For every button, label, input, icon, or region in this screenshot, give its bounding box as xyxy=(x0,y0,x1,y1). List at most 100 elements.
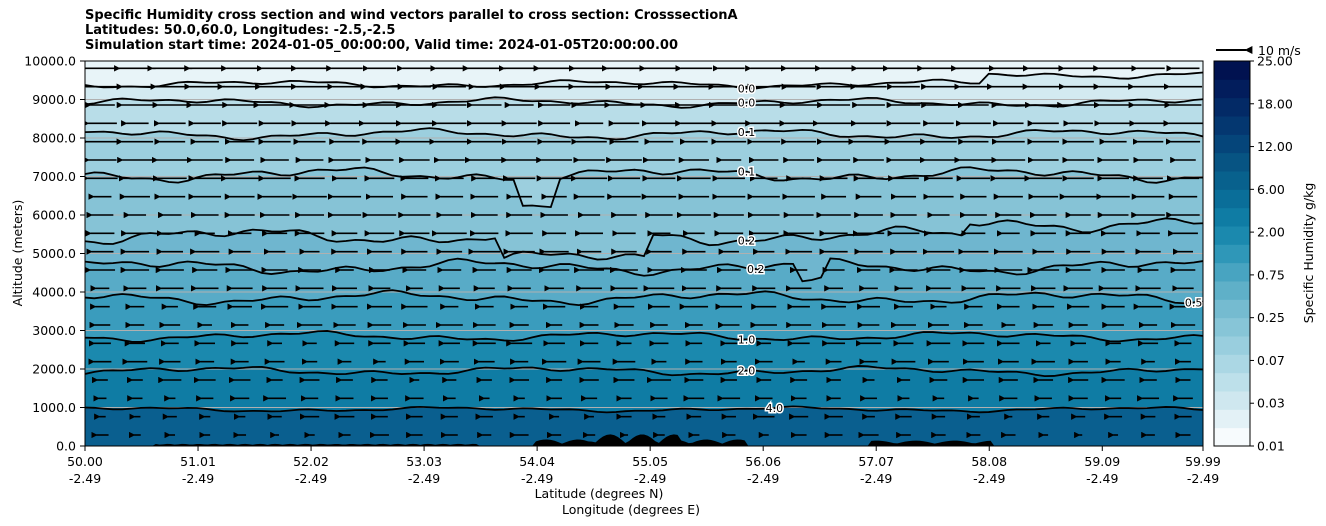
colorbar-swatch xyxy=(1214,207,1250,227)
x-tick-label-lon: -2.49 xyxy=(521,471,553,486)
colorbar-swatch xyxy=(1214,134,1250,154)
x-tick-label-lat: 55.05 xyxy=(632,454,668,469)
colorbar-swatch xyxy=(1214,427,1250,447)
humidity-band xyxy=(85,218,1203,282)
y-tick-label: 4000.0 xyxy=(32,285,76,300)
title-line-2: Latitudes: 50.0,60.0, Longitudes: -2.5,-… xyxy=(85,23,396,38)
contour-label: 0.0 xyxy=(738,82,756,95)
y-tick-label: 3000.0 xyxy=(32,323,76,338)
colorbar-swatch xyxy=(1214,171,1250,190)
colorbar-tick-label: 0.01 xyxy=(1257,439,1285,454)
x-tick-label-lat: 52.02 xyxy=(293,454,329,469)
x-tick-label-lon: -2.49 xyxy=(973,471,1005,486)
x-tick-label-lat: 59.99 xyxy=(1185,454,1221,469)
colorbar-tick-label: 0.07 xyxy=(1257,353,1285,368)
contour-line xyxy=(85,166,1203,209)
humidity-band xyxy=(85,365,1203,413)
colorbar-swatch xyxy=(1214,281,1250,300)
x-tick-label-lon: -2.49 xyxy=(860,471,892,486)
x-tick-label-lat: 57.07 xyxy=(858,454,894,469)
contour-label: 0.5 xyxy=(1185,296,1203,309)
colorbar-swatch xyxy=(1214,336,1250,355)
colorbar-swatch xyxy=(1214,226,1250,245)
wind-reference-label: 10 m/s xyxy=(1258,43,1301,58)
colorbar-swatch xyxy=(1214,409,1250,429)
humidity-band xyxy=(85,406,1203,446)
contour-label: 0.0 xyxy=(738,97,756,110)
title-line-1: Specific Humidity cross section and wind… xyxy=(85,8,738,23)
x-tick-label-lat: 54.04 xyxy=(519,454,555,469)
colorbar-tick-label: 25.00 xyxy=(1257,54,1293,69)
title-line-3: Simulation start time: 2024-01-05_00:00:… xyxy=(85,38,678,53)
x-tick-label-lon: -2.49 xyxy=(408,471,440,486)
contour-line xyxy=(85,330,1203,343)
y-tick-label: 7000.0 xyxy=(32,169,76,184)
terrain xyxy=(85,434,1203,446)
contour-label: 0.2 xyxy=(738,234,756,247)
x-tick-label-lon: -2.49 xyxy=(69,471,101,486)
x-tick-label-lat: 56.06 xyxy=(745,454,781,469)
x-axis: 50.00 -2.49 51.01 -2.49 52.02 -2.49 53.03 -2.49… xyxy=(67,446,1221,486)
x-tick-label-lat: 50.00 xyxy=(67,454,103,469)
contour-line xyxy=(85,257,1203,283)
x-tick-label-lat: 59.09 xyxy=(1084,454,1120,469)
colorbar-tick-label: 0.75 xyxy=(1257,267,1285,282)
y-tick-label: 10000.0 xyxy=(24,54,76,69)
x-tick-label-lon: -2.49 xyxy=(1187,471,1219,486)
colorbar-tick-label: 6.00 xyxy=(1257,182,1285,197)
contour-label: 1.0 xyxy=(738,333,756,346)
colorbar-tick-label: 0.03 xyxy=(1257,396,1285,411)
colorbar-tick-label: 12.00 xyxy=(1257,139,1293,154)
humidity-band xyxy=(85,167,1203,260)
x-tick-label-lon: -2.49 xyxy=(747,471,779,486)
x-tick-label-lon: -2.49 xyxy=(182,471,214,486)
colorbar-tick-label: 18.00 xyxy=(1257,96,1293,111)
x-tick-label-lon: -2.49 xyxy=(295,471,327,486)
y-tick-label: 6000.0 xyxy=(32,208,76,223)
colorbar-swatch xyxy=(1214,372,1250,392)
wind-reference-key: 10 m/s xyxy=(1216,43,1301,58)
wind-vectors xyxy=(85,65,1203,439)
colorbar-frame xyxy=(1213,60,1251,447)
y-axis: 0.0 1000.0 2000.0 3000.0 4000.0 5000.0 6000.0 7… xyxy=(24,54,85,454)
y-tick-label: 9000.0 xyxy=(32,92,76,107)
contour-label: 0.1 xyxy=(738,166,756,179)
terrain-profile xyxy=(85,434,1203,446)
contour-line xyxy=(85,217,1203,261)
x-tick-label-lat: 51.01 xyxy=(180,454,216,469)
y-tick-label: 1000.0 xyxy=(32,400,76,415)
y-tick-label: 8000.0 xyxy=(32,131,76,146)
colorbar-swatch xyxy=(1214,97,1250,117)
colorbar-swatch xyxy=(1214,354,1250,374)
y-axis-label: Altitude (meters) xyxy=(10,200,25,307)
contour-label: 0.1 xyxy=(738,126,756,139)
x-tick-label-lon: -2.49 xyxy=(1086,471,1118,486)
colorbar-swatch xyxy=(1214,116,1250,135)
colorbar-tick-label: 0.25 xyxy=(1257,310,1285,325)
contour-labels: 0.0 0.0 0.1 0.1 0.2 0.2 0.5 1.0 2.0 4.0 xyxy=(736,81,1204,417)
x-tick-label-lon: -2.49 xyxy=(634,471,666,486)
colorbar-swatch xyxy=(1214,262,1250,282)
colorbar-swatch xyxy=(1214,189,1250,209)
contour-line xyxy=(85,405,1203,414)
colorbar-swatch xyxy=(1214,79,1250,99)
y-tick-label: 5000.0 xyxy=(32,246,76,261)
y-tick-label: 0.0 xyxy=(56,439,76,454)
x-tick-label-lat: 53.03 xyxy=(406,454,442,469)
colorbar-tick-label: 2.00 xyxy=(1257,225,1285,240)
colorbar-swatch xyxy=(1214,299,1250,319)
contour-line xyxy=(85,127,1203,142)
colorbar-swatch xyxy=(1214,152,1250,172)
colorbar: 0.01 0.03 0.07 0.25 0.75 2.00 6.00 12.00 18.00 25… xyxy=(1213,54,1293,454)
humidity-band xyxy=(85,128,1203,208)
contour-label: 4.0 xyxy=(766,402,784,415)
y-tick-label: 2000.0 xyxy=(32,362,76,377)
colorbar-swatch xyxy=(1214,61,1250,80)
x-tick-label-lat: 58.08 xyxy=(971,454,1007,469)
humidity-band xyxy=(85,290,1203,342)
humidity-band xyxy=(85,330,1203,377)
contour-label: 0.2 xyxy=(747,263,765,276)
colorbar-label: Specific Humidity g/kg xyxy=(1301,183,1316,324)
colorbar-swatch xyxy=(1214,317,1250,337)
